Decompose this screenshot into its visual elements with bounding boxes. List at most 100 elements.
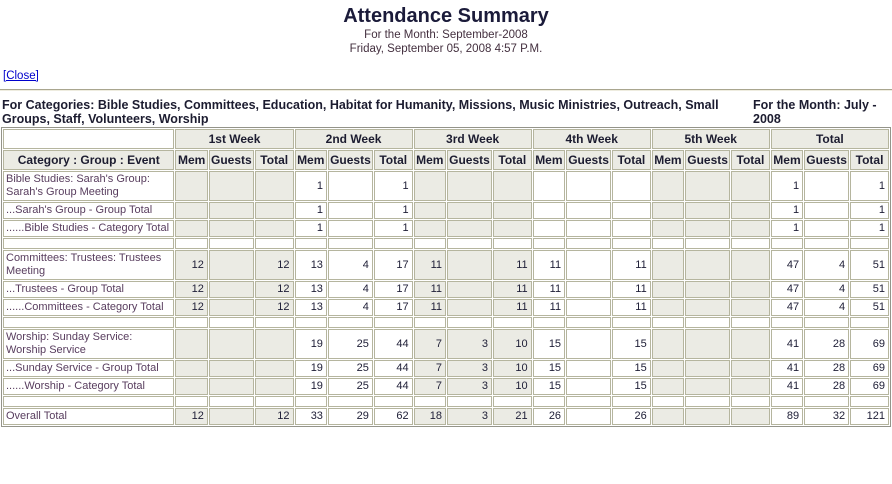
value-cell (731, 250, 770, 280)
value-cell (175, 202, 208, 219)
spacer-row (3, 396, 889, 407)
spacer-cell (492, 396, 532, 407)
value-cell (566, 171, 612, 201)
value-cell: 51 (850, 250, 889, 280)
attendance-table-body: Bible Studies: Sarah's Group: Sarah's Gr… (3, 171, 889, 425)
value-cell (447, 250, 492, 280)
spacer-cell (254, 317, 294, 328)
table-row: ......Worship - Category Total 19 25 44 7 3 10… (3, 378, 889, 395)
spacer-cell (208, 238, 254, 249)
value-cell: 17 (373, 299, 413, 316)
value-cell: 19 (294, 360, 327, 377)
table-row: ...Sunday Service - Group Total 19 25 44 7 3 1… (3, 360, 889, 377)
report-month-subtitle: For the Month: September-2008 (364, 29, 528, 41)
value-cell: 19 (294, 378, 327, 395)
table-row: Overall Total 12 12 33 29 62 18 3 21 26 26 89 32 121 (3, 408, 889, 425)
value-cell (804, 202, 850, 219)
table-row: ...Sarah's Group - Group Total 1 1 1 1 (3, 202, 889, 219)
column-header-total: Total (850, 150, 889, 170)
value-cell: 47 (770, 299, 804, 316)
value-cell: 7 (413, 378, 446, 395)
value-cell (731, 202, 770, 219)
value-cell (566, 360, 612, 377)
value-cell: 3 (447, 408, 492, 425)
value-cell: 33 (294, 408, 327, 425)
table-row: Bible Studies: Sarah's Group: Sarah's Gr… (3, 171, 889, 201)
value-cell (447, 299, 492, 316)
value-cell (685, 202, 731, 219)
value-cell: 44 (373, 378, 413, 395)
categories-filter-text: For Categories: Bible Studies, Committee… (2, 98, 719, 126)
column-header-total: Total (731, 150, 770, 170)
spacer-cell (294, 396, 327, 407)
spacer-cell (731, 238, 770, 249)
spacer-cell (850, 396, 889, 407)
value-cell (208, 220, 254, 237)
spacer-cell (532, 317, 566, 328)
spacer-cell (651, 317, 685, 328)
row-label-cell: Worship: Sunday Service: Worship Service (3, 329, 175, 359)
value-cell (327, 171, 373, 201)
divider (0, 89, 892, 91)
value-cell (208, 408, 254, 425)
value-cell: 13 (294, 281, 327, 298)
value-cell: 11 (532, 299, 566, 316)
value-cell (566, 250, 612, 280)
spacer-cell (685, 238, 731, 249)
value-cell: 11 (532, 281, 566, 298)
value-cell (175, 220, 208, 237)
spacer-cell (770, 317, 804, 328)
report-page: Attendance Summary For the Month: Septem… (0, 5, 892, 427)
value-cell (447, 220, 492, 237)
value-cell (685, 281, 731, 298)
value-cell: 62 (373, 408, 413, 425)
value-cell: 47 (770, 281, 804, 298)
spacer-cell (685, 396, 731, 407)
value-cell: 44 (373, 329, 413, 359)
table-row: Committees: Trustees: Trustees Meeting 12… (3, 250, 889, 280)
row-label-cell: ......Bible Studies - Category Total (3, 220, 175, 237)
close-link[interactable]: [Close] (3, 70, 39, 82)
value-cell (208, 171, 254, 201)
spacer-cell (3, 238, 175, 249)
value-cell: 1 (373, 202, 413, 219)
spacer-cell (492, 238, 532, 249)
value-cell: 15 (532, 378, 566, 395)
value-cell (651, 202, 685, 219)
value-cell: 4 (804, 299, 850, 316)
value-cell: 11 (413, 299, 446, 316)
spacer-cell (294, 317, 327, 328)
spacer-cell (413, 238, 446, 249)
value-cell (612, 171, 651, 201)
value-cell: 17 (373, 250, 413, 280)
value-cell: 26 (532, 408, 566, 425)
value-cell (413, 202, 446, 219)
value-cell (492, 171, 532, 201)
value-cell: 11 (492, 299, 532, 316)
value-cell: 25 (327, 329, 373, 359)
value-cell: 1 (294, 220, 327, 237)
column-header-total: Total (612, 150, 651, 170)
spacer-cell (208, 396, 254, 407)
row-label-cell: ...Trustees - Group Total (3, 281, 175, 298)
value-cell: 10 (492, 329, 532, 359)
column-header-total: Total (373, 150, 413, 170)
row-label-cell: ...Sunday Service - Group Total (3, 360, 175, 377)
spacer-row (3, 238, 889, 249)
value-cell (566, 202, 612, 219)
spacer-cell (175, 396, 208, 407)
spacer-cell (447, 317, 492, 328)
value-cell (327, 220, 373, 237)
attendance-table-head: 1st Week 2nd Week 3rd Week 4th Week 5th Week… (3, 129, 889, 170)
value-cell (208, 299, 254, 316)
spacer-cell (731, 396, 770, 407)
value-cell: 41 (770, 360, 804, 377)
value-cell (532, 202, 566, 219)
value-cell (651, 220, 685, 237)
spacer-cell (327, 396, 373, 407)
report-datetime-subtitle: Friday, September 05, 2008 4:57 P.M. (349, 43, 543, 55)
value-cell: 89 (770, 408, 804, 425)
spacer-cell (770, 238, 804, 249)
value-cell: 21 (492, 408, 532, 425)
value-cell: 19 (294, 329, 327, 359)
